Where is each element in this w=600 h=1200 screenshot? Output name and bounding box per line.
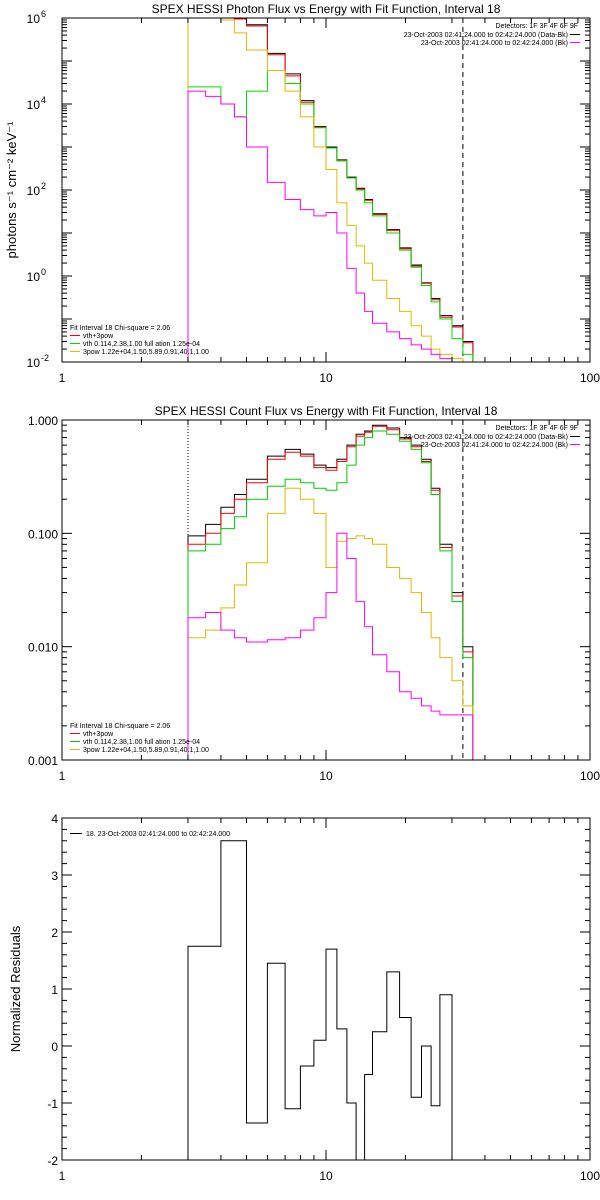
chart-1: SPEX HESSI Photon Flux vs Energy with Fi… <box>4 2 600 385</box>
series-line-3 <box>187 70 474 362</box>
y-tick-label: 10 <box>27 356 41 370</box>
series-line-1 <box>187 840 453 1160</box>
y-tick-label: 2 <box>51 926 58 940</box>
axes-frame <box>61 419 591 761</box>
y-tick-exponent: -2 <box>41 353 49 363</box>
y-tick-label: 0.100 <box>28 527 58 541</box>
y-tick-label: 1 <box>51 983 58 997</box>
series-line-3 <box>187 430 474 760</box>
plot-area <box>187 840 453 1160</box>
series-line-1 <box>187 424 474 760</box>
fit-legend-entry: vth+3pow <box>83 731 114 738</box>
plot-area <box>187 420 474 760</box>
y-tick-label: 10 <box>27 184 41 198</box>
chart-title: SPEX HESSI Photon Flux vs Energy with Fi… <box>152 2 501 16</box>
legend-entry: 18. 23-Oct-2003 02:41:24.000 to 02:42:24… <box>86 831 230 838</box>
y-tick-exponent: 6 <box>41 9 46 19</box>
series-line-5 <box>187 90 473 362</box>
series-line-2 <box>187 425 474 760</box>
x-tick-label: 10 <box>319 371 333 385</box>
y-tick-label: 10 <box>27 98 41 112</box>
y-tick-exponent: 0 <box>41 267 46 277</box>
y-tick-label: 10 <box>27 270 41 284</box>
x-tick-label: 100 <box>580 1169 600 1183</box>
legend-entry: 23-Oct-2003 02:41:24.000 to 02:42:24.000… <box>421 442 568 449</box>
y-axis-label: Normalized Residuals <box>8 925 23 1052</box>
chart-2: SPEX HESSI Count Flux vs Energy with Fit… <box>28 404 600 783</box>
x-tick-label: 10 <box>319 769 333 783</box>
legend-entry: 23-Oct-2003 02:41:24.000 to 02:42:24.000… <box>404 434 568 441</box>
y-tick-label: 0.001 <box>28 754 58 768</box>
x-tick-label: 100 <box>580 769 600 783</box>
fit-legend-entry: 3pow 1.22e+04,1.50,5.89,0.91,40.1,1.00 <box>83 349 209 356</box>
y-tick-exponent: 4 <box>41 95 46 105</box>
fit-legend-entry: vth+3pow <box>83 333 114 340</box>
chart-3: 1 10 100 -2 -1 0 1 2 3 4 Normalized Residuals 18. 2… <box>8 812 600 1183</box>
legend-header: Detectors: 1F 3F 4F 6F 9F <box>496 425 578 432</box>
plot-area <box>187 18 474 362</box>
y-tick-label: 10 <box>27 12 41 26</box>
y-tick-label: 0.010 <box>28 641 58 655</box>
x-tick-label: 1 <box>59 769 66 783</box>
legend-entry: 23-Oct-2003 02:41:24.000 to 02:42:24.000… <box>421 40 568 47</box>
x-tick-label: 100 <box>580 371 600 385</box>
y-tick-label: 1.000 <box>28 414 58 428</box>
fit-legend-header: Fit Interval 18 Chi-square = 2.06 <box>70 723 170 730</box>
chart-title: SPEX HESSI Count Flux vs Energy with Fit… <box>155 404 498 418</box>
y-axis-label: photons s⁻¹ cm⁻² keV⁻¹ <box>4 121 19 259</box>
y-tick-label: 0 <box>51 1040 58 1054</box>
series-line-2 <box>187 18 474 362</box>
y-tick-exponent: 2 <box>41 181 46 191</box>
fit-legend-header: Fit Interval 18 Chi-square = 2.06 <box>70 325 170 332</box>
fit-legend-entry: vth 0.114,2.38,1.00 full ation 1.25e-04 <box>83 341 200 348</box>
x-tick-label: 1 <box>59 1169 66 1183</box>
fit-legend-entry: vth 0.114,2.38,1.00 full ation 1.25e-04 <box>83 739 200 746</box>
y-tick-label: -2 <box>47 1154 58 1168</box>
fit-legend-entry: 3pow 1.22e+04,1.50,5.89,0.91,40.1,1.00 <box>83 747 209 754</box>
y-tick-label: 3 <box>51 869 58 883</box>
x-tick-label: 10 <box>319 1169 333 1183</box>
x-tick-label: 1 <box>59 371 66 385</box>
series-line-5 <box>187 532 474 760</box>
legend-header: Detectors: 1F 3F 4F 6F 9F <box>496 23 578 30</box>
legend-entry: 23-Oct-2003 02:41:24.000 to 02:42:24.000… <box>404 32 568 39</box>
y-tick-label: -1 <box>47 1097 58 1111</box>
series-line-4 <box>187 487 474 760</box>
y-tick-label: 4 <box>51 812 58 826</box>
series-line-4 <box>187 18 464 362</box>
axes-frame <box>61 17 591 363</box>
series-line-1 <box>187 18 474 362</box>
